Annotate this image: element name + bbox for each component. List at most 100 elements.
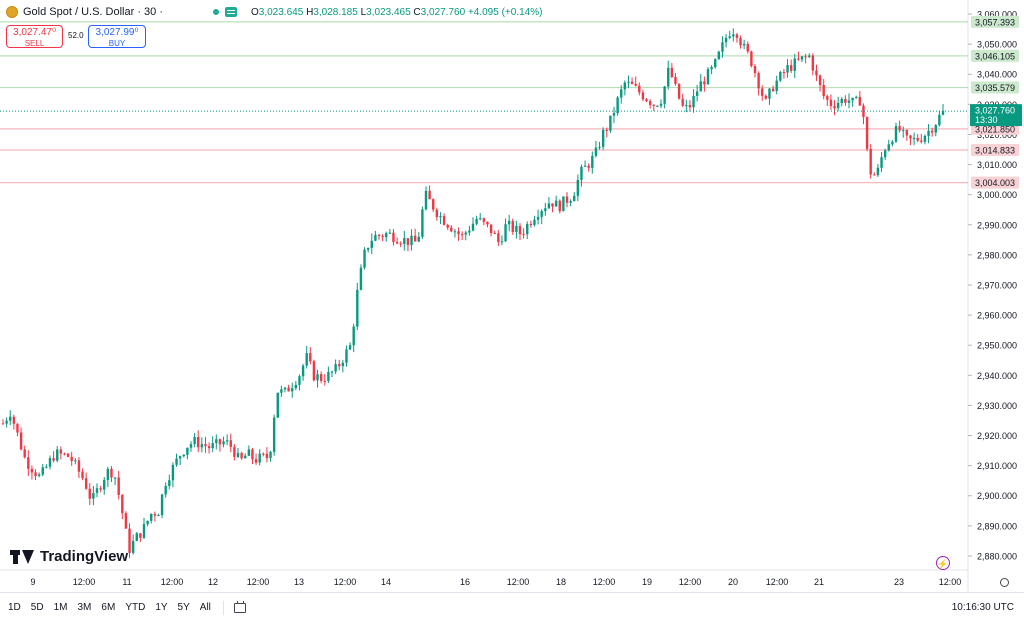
- time-tick-label: 12:00: [73, 577, 96, 587]
- time-tick-label: 12:00: [161, 577, 184, 587]
- candle-body: [677, 83, 681, 99]
- candle-body: [554, 200, 558, 207]
- candle-body: [113, 477, 117, 479]
- sell-label: SELL: [24, 39, 45, 48]
- menu-icon[interactable]: [225, 7, 237, 17]
- candle-body: [489, 224, 493, 234]
- utc-clock[interactable]: 10:16:30 UTC: [951, 602, 1014, 613]
- candle-body: [865, 117, 869, 149]
- candle-body: [761, 88, 764, 96]
- resistance-label-bg: [971, 49, 1019, 62]
- candle-body: [352, 326, 355, 346]
- time-tick-label: 12:00: [593, 577, 616, 587]
- time-tick-label: 18: [556, 577, 566, 587]
- candle-body: [450, 227, 453, 232]
- candle-body: [648, 101, 652, 105]
- candle-body: [468, 230, 471, 233]
- candle-body: [927, 130, 930, 136]
- logo-text: TradingView: [40, 548, 129, 565]
- close-value: 3,027.760: [420, 6, 466, 18]
- candle-body: [695, 91, 699, 96]
- range-button-5y[interactable]: 5Y: [177, 602, 190, 613]
- candle-body: [381, 236, 384, 238]
- candle-body: [30, 468, 34, 473]
- candle-body: [200, 444, 204, 448]
- candle-body: [905, 130, 909, 136]
- candle-body: [377, 234, 381, 237]
- range-button-ytd[interactable]: YTD: [125, 602, 146, 613]
- time-tick-label: 12:00: [247, 577, 270, 587]
- candle-body: [48, 458, 52, 467]
- candle-body: [493, 233, 496, 235]
- range-button-1y[interactable]: 1Y: [155, 602, 168, 613]
- candle-body: [298, 376, 301, 385]
- candle-body: [312, 361, 316, 381]
- candle-body: [374, 234, 377, 241]
- candle-body: [348, 345, 352, 350]
- range-button-3m[interactable]: 3M: [77, 602, 92, 613]
- buy-button[interactable]: 3,027.99⁰ BUY: [88, 25, 146, 48]
- candle-body: [482, 218, 486, 222]
- candle-body: [533, 219, 536, 225]
- candle-body: [829, 99, 833, 106]
- symbol-title[interactable]: Gold Spot / U.S. Dollar · 30 ·: [23, 6, 163, 18]
- candle-body: [540, 211, 543, 217]
- candle-body: [280, 389, 283, 393]
- range-button-1d[interactable]: 1D: [8, 602, 21, 613]
- candle-body: [428, 190, 431, 200]
- candle-body: [757, 73, 760, 89]
- range-button-1m[interactable]: 1M: [53, 602, 68, 613]
- toolbar-divider: [222, 600, 224, 615]
- sell-button[interactable]: 3,027.47⁰ SELL: [6, 25, 63, 48]
- candle-body: [771, 88, 775, 92]
- candle-body: [74, 460, 77, 462]
- candle-body: [656, 105, 659, 107]
- candle-body: [240, 452, 243, 459]
- range-button-6m[interactable]: 6M: [101, 602, 116, 613]
- candle-body: [732, 34, 735, 37]
- price-tick-label: 3,010.000: [977, 160, 1017, 170]
- candle-body: [247, 449, 251, 456]
- bar-countdown-label: 13:30: [975, 115, 998, 125]
- candle-body: [475, 218, 478, 224]
- candle-body: [287, 387, 290, 392]
- candle-body: [768, 88, 771, 99]
- candle-body: [160, 494, 164, 516]
- lightning-icon[interactable]: ⚡: [936, 556, 950, 570]
- candle-body: [735, 34, 739, 38]
- time-tick-label: 9: [30, 577, 35, 587]
- candle-body: [222, 441, 225, 445]
- resistance-label-bg: [971, 15, 1019, 28]
- candle-body: [721, 42, 724, 52]
- price-tick-label: 2,940.000: [977, 371, 1017, 381]
- candle-body: [464, 232, 467, 235]
- high-label: H: [306, 6, 314, 18]
- candle-body: [775, 80, 778, 92]
- candle-body: [891, 141, 894, 145]
- price-tick-label: 3,020.000: [977, 130, 1017, 140]
- candle-body: [103, 479, 106, 490]
- candle-body: [421, 209, 424, 237]
- range-button-5d[interactable]: 5D: [30, 602, 44, 613]
- price-tick-label: 2,920.000: [977, 431, 1017, 441]
- price-tick-label: 2,950.000: [977, 341, 1017, 351]
- resistance-level-label: 3,035.579: [975, 83, 1015, 93]
- candle-body: [37, 474, 41, 476]
- candle-body: [262, 453, 265, 455]
- candle-body: [171, 464, 175, 481]
- candle-body: [681, 98, 684, 106]
- candle-body: [66, 453, 70, 457]
- candle-body: [912, 138, 916, 140]
- candle-body: [573, 195, 576, 202]
- settings-gear-icon[interactable]: [1000, 578, 1009, 587]
- bottom-toolbar: 1D 5D 1M 3M 6M YTD 1Y 5Y All 10:16:30 UTC: [0, 592, 1024, 622]
- candle-body: [316, 374, 319, 381]
- candle-body: [251, 449, 254, 460]
- candle-body: [739, 37, 742, 46]
- candle-body: [334, 364, 337, 372]
- range-button-all[interactable]: All: [199, 602, 211, 613]
- candle-body: [580, 166, 583, 180]
- time-tick-label: 12:00: [766, 577, 789, 587]
- calendar-icon[interactable]: [233, 600, 246, 613]
